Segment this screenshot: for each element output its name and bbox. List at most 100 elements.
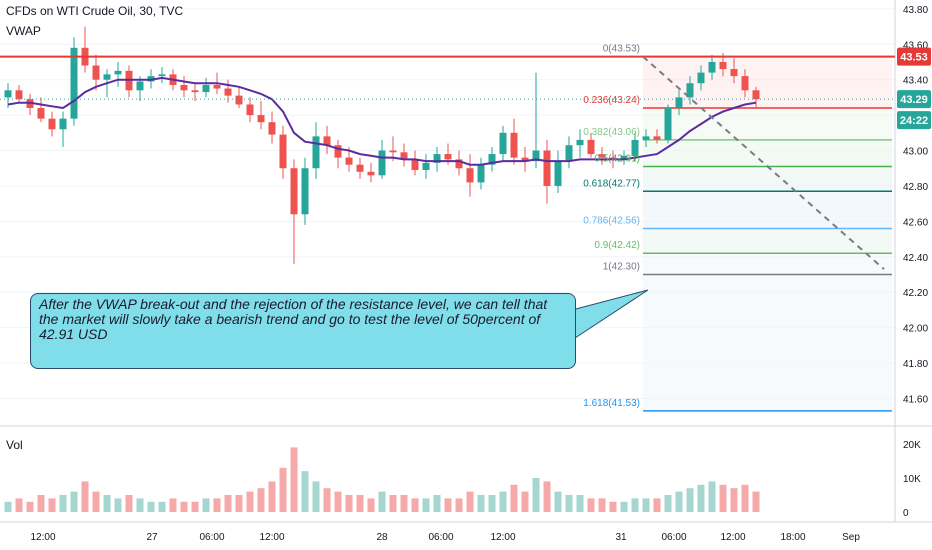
candle-body <box>323 136 331 146</box>
volume-bar <box>26 501 34 512</box>
time-tick-label: 18:00 <box>780 532 805 543</box>
candle-body <box>433 154 441 163</box>
volume-bar <box>598 498 606 512</box>
volume-bar <box>433 495 441 512</box>
price-axis-tags: 43.53 43.29 24:22 <box>897 47 931 130</box>
volume-bar <box>70 491 78 512</box>
time-tick-label: 06:00 <box>661 532 686 543</box>
vwap-indicator-label[interactable]: VWAP <box>6 24 41 38</box>
candle-body <box>191 90 199 93</box>
candle-body <box>312 136 320 169</box>
chart-title: CFDs on WTI Crude Oil, 30, TVC <box>6 4 184 18</box>
volume-bar <box>719 484 727 512</box>
time-tick-label: 06:00 <box>199 532 224 543</box>
volume-bar <box>81 481 89 512</box>
candle-body <box>477 164 485 183</box>
volume-bar <box>741 484 749 512</box>
candle-body <box>114 70 122 75</box>
volume-bar <box>92 491 100 512</box>
candle-body <box>686 83 694 98</box>
candle-body <box>554 161 562 186</box>
volume-bar <box>686 488 694 512</box>
volume-bar <box>609 501 617 512</box>
volume-bar <box>367 498 375 512</box>
volume-tick-label: 10K <box>903 474 921 485</box>
candle-body <box>345 157 353 165</box>
time-tick-label: Sep <box>842 532 860 543</box>
candle-body <box>444 154 452 160</box>
candle-body <box>730 69 738 77</box>
volume-bar <box>400 495 408 512</box>
volume-bar <box>323 488 331 512</box>
candle-body <box>653 136 661 140</box>
candle-body <box>301 168 309 215</box>
time-axis: 12:00 27 06:00 12:00 28 06:00 12:00 31 06:00 12:0… <box>30 532 860 543</box>
volume-bar <box>356 495 364 512</box>
analysis-callout[interactable]: After the VWAP break-out and the rejecti… <box>30 293 576 369</box>
price-tick-label: 42.20 <box>903 288 928 299</box>
candle-body <box>488 154 496 165</box>
volume-bar <box>334 491 342 512</box>
candle-body <box>15 90 23 100</box>
volume-bar <box>268 481 276 512</box>
volume-bar <box>466 491 474 512</box>
candle-body <box>752 90 760 100</box>
price-tag-label: 43.53 <box>900 52 928 64</box>
price-tick-label: 43.60 <box>903 40 928 51</box>
candle-body <box>400 152 408 160</box>
volume-bar <box>477 495 485 512</box>
volume-tick-label: 0 <box>903 508 909 519</box>
volume-bar <box>543 481 551 512</box>
volume-bar <box>389 495 397 512</box>
fibonacci-level-label: 1(42.30) <box>603 261 640 272</box>
candle-body <box>48 118 56 130</box>
volume-bar <box>499 491 507 512</box>
volume-bar <box>378 491 386 512</box>
fibonacci-level-label: 0.236(43.24) <box>583 95 640 106</box>
volume-bar <box>422 498 430 512</box>
candle-body <box>521 157 529 162</box>
vwap-line <box>7 76 757 166</box>
fibonacci-level-label: 0.5(42.91) <box>594 153 640 164</box>
candle-body <box>378 150 386 176</box>
time-tick-label: 12:00 <box>259 532 284 543</box>
candle-body <box>103 74 111 80</box>
fibonacci-zones <box>643 56 892 411</box>
volume-bar <box>191 501 199 512</box>
volume-bar <box>488 495 496 512</box>
fibonacci-level-label: 1.618(41.53) <box>583 398 640 409</box>
volume-bar <box>664 495 672 512</box>
price-tick-label: 42.40 <box>903 253 928 264</box>
candle-body <box>279 134 287 169</box>
candle-body <box>532 150 540 162</box>
volume-tick-label: 20K <box>903 440 921 451</box>
price-tag-box <box>897 47 931 66</box>
candle-body <box>367 171 375 176</box>
candle-body <box>411 159 419 170</box>
volume-bar <box>103 495 111 512</box>
volume-indicator-label[interactable]: Vol <box>6 438 23 452</box>
fibonacci-labels: 0(43.53) 0.236(43.24) 0.382(43.06) 0.5(42.9… <box>583 44 640 409</box>
volume-bars <box>4 447 760 512</box>
fibonacci-level-label: 0.9(42.42) <box>594 240 640 251</box>
candle-body <box>510 132 518 158</box>
candle-body <box>565 145 573 162</box>
price-tick-label: 43.00 <box>903 147 928 158</box>
candle-body <box>136 81 144 91</box>
volume-bar <box>312 481 320 512</box>
fibonacci-level-label: 0.618(42.77) <box>583 178 640 189</box>
volume-bar <box>224 495 232 512</box>
price-tag-box <box>897 111 931 130</box>
candle-body <box>158 74 166 77</box>
volume-bar <box>136 498 144 512</box>
candle-body <box>675 97 683 109</box>
price-tag-label: 43.29 <box>900 94 928 106</box>
fibonacci-zone <box>643 228 892 254</box>
time-tick-label: 28 <box>376 532 388 543</box>
projection-dashed-line <box>642 55 885 270</box>
fibonacci-zone <box>643 166 892 192</box>
volume-bar <box>510 484 518 512</box>
price-tick-label: 43.80 <box>903 5 928 16</box>
time-tick-label: 12:00 <box>490 532 515 543</box>
